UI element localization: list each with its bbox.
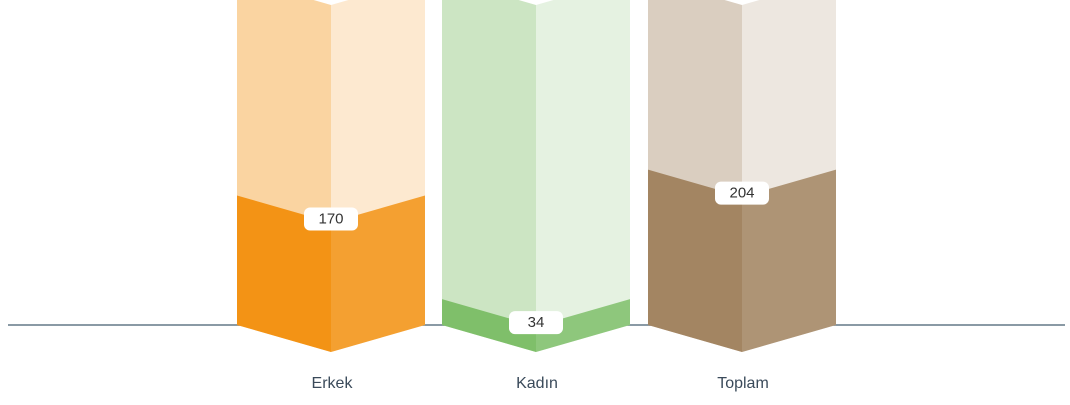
column-left [442,0,536,352]
bar-right [331,195,425,352]
bar-left [442,299,536,352]
bar-left [648,169,742,352]
value-label-box [715,181,769,205]
bar-left [237,195,331,352]
value-label: 170 [318,210,343,227]
bar-right [742,169,836,352]
value-label: 204 [729,185,754,202]
x-tick-label: Kadın [516,375,558,392]
x-tick-label: Toplam [717,375,769,392]
value-label: 34 [528,314,545,331]
x-tick-label: Erkek [312,375,354,392]
bar-right [536,299,630,352]
value-label-box [509,311,563,335]
column-right [536,0,630,352]
value-label-box [304,207,358,231]
